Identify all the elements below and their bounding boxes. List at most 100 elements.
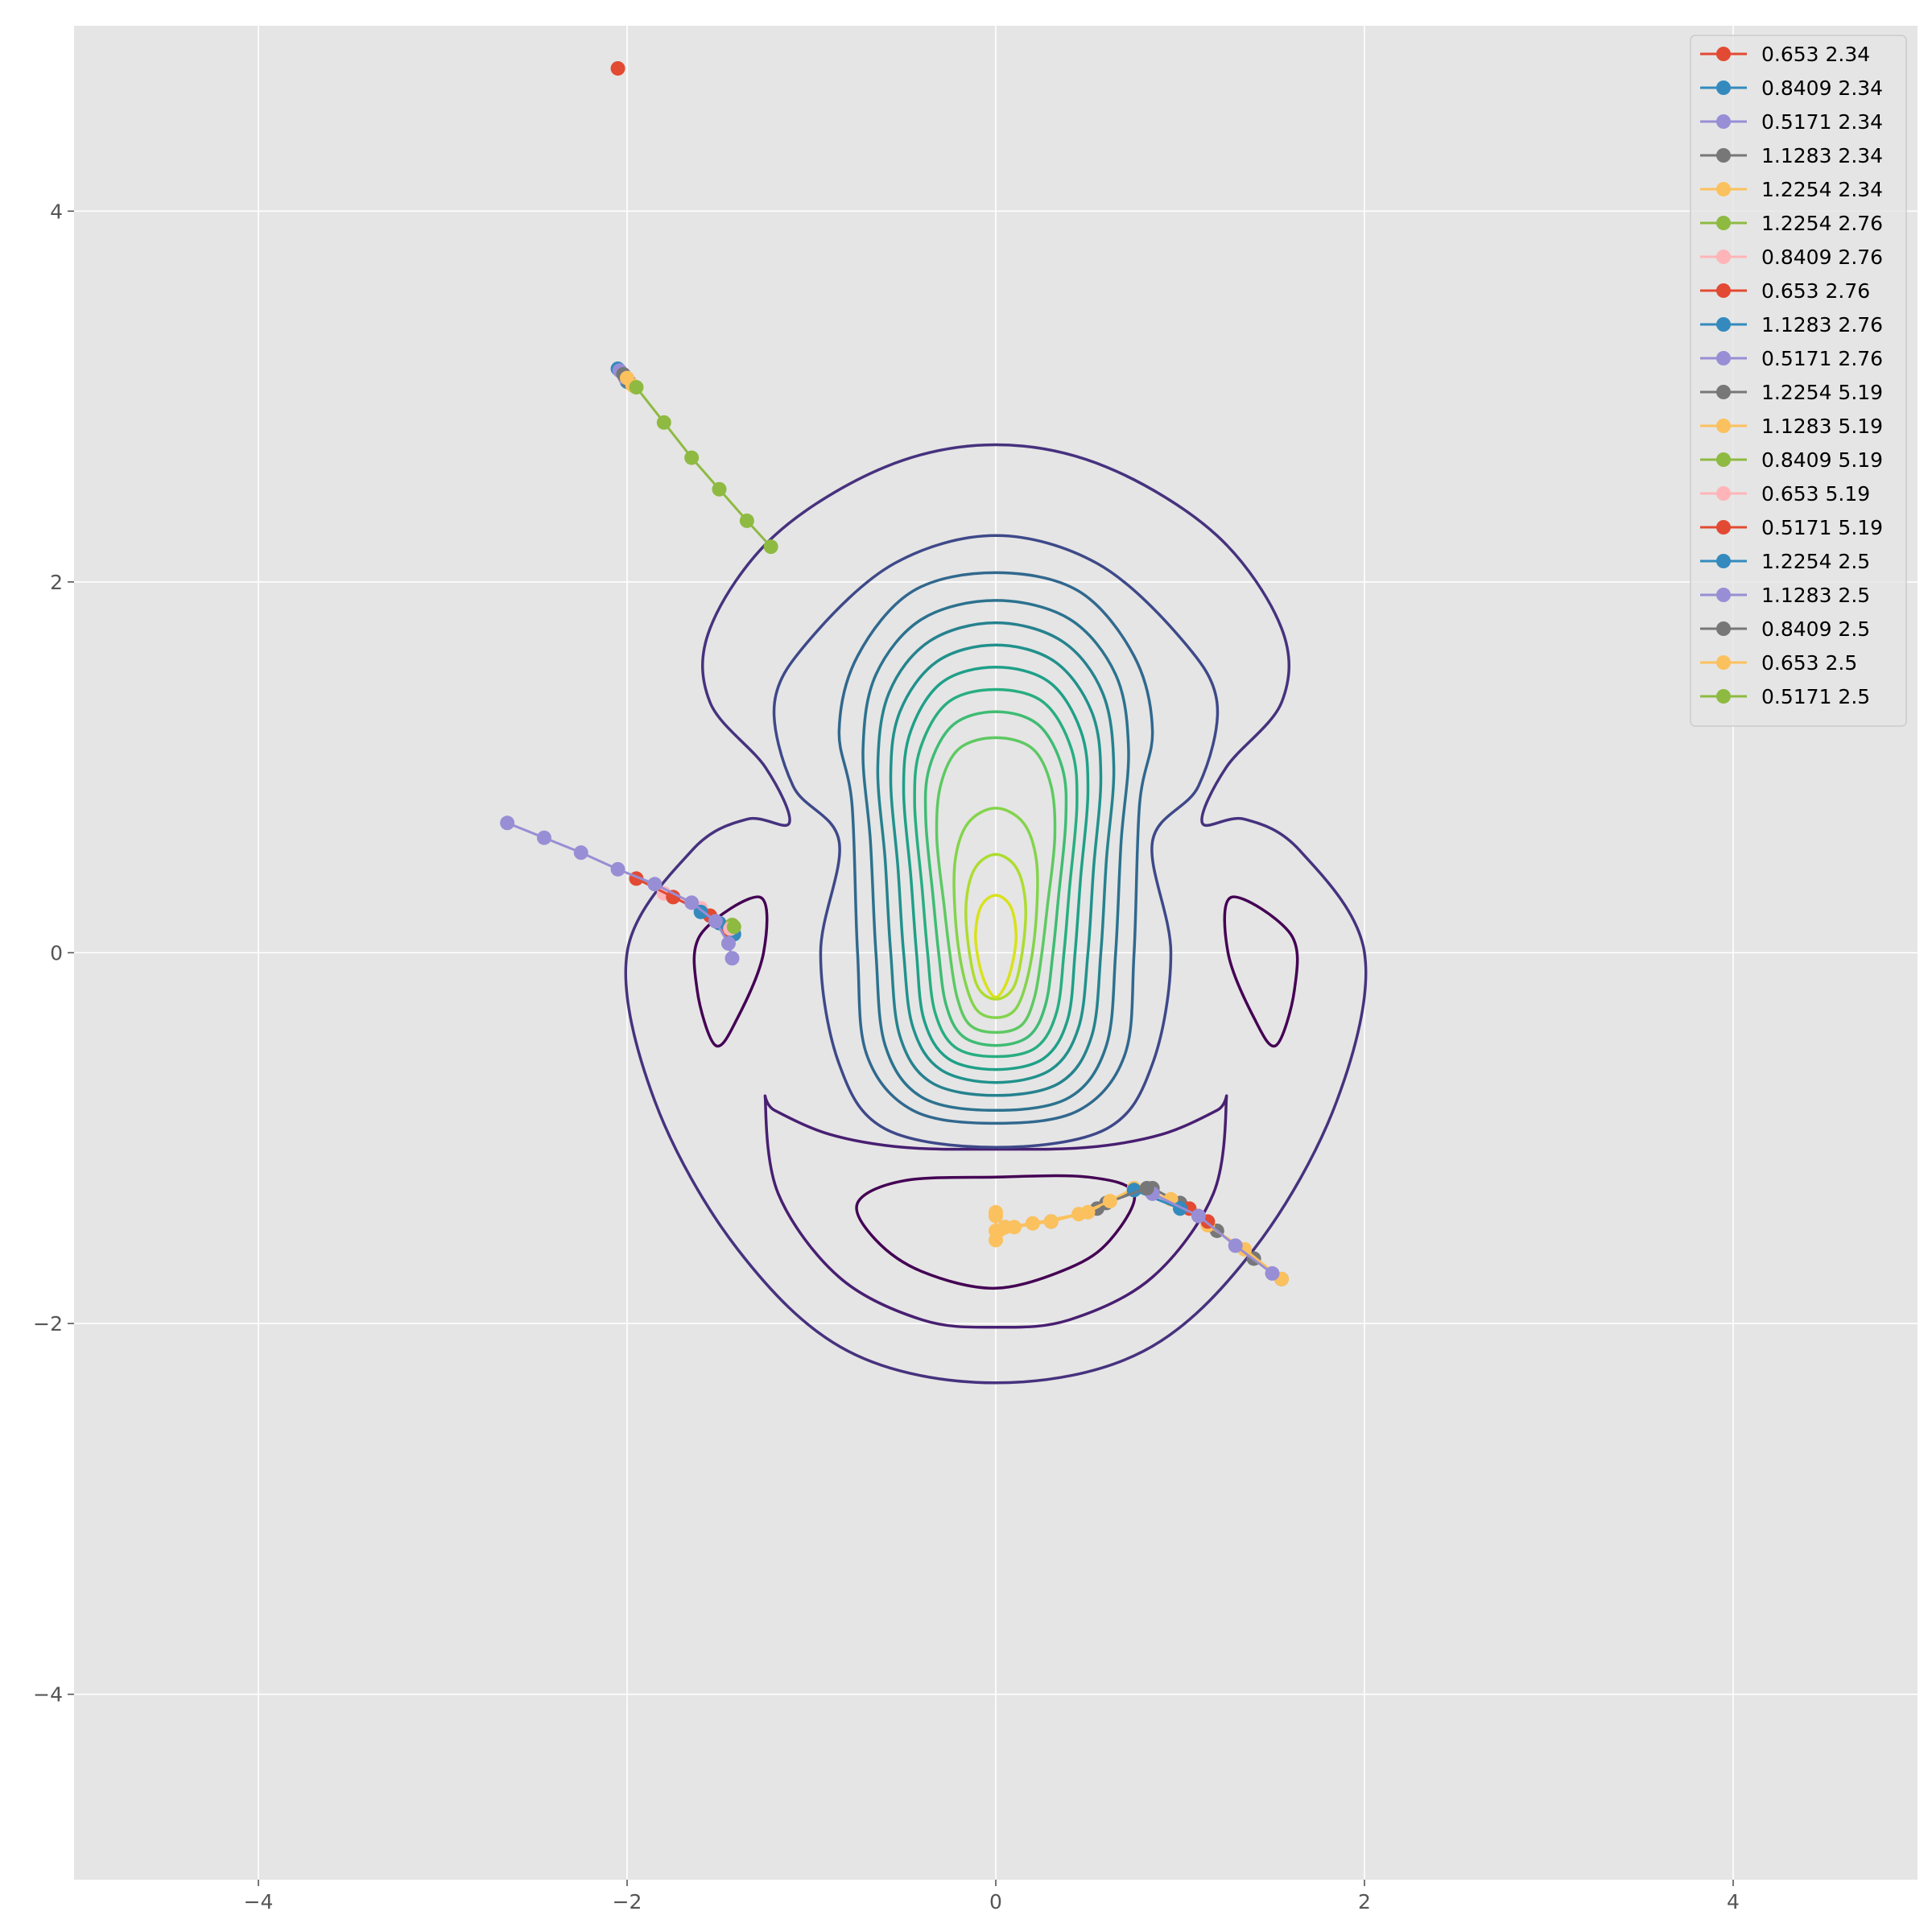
series-point-9-1	[536, 830, 551, 845]
legend-label-5: 1.2254 2.76	[1761, 212, 1883, 235]
series-point-9-5	[684, 895, 700, 910]
legend-label-14: 0.5171 5.19	[1761, 516, 1883, 539]
series-point-9-3	[610, 861, 625, 877]
legend-entry-8: 1.1283 2.76	[1700, 313, 1883, 336]
legend-entry-14: 0.5171 5.19	[1700, 516, 1883, 539]
legend-entry-13: 0.653 5.19	[1700, 482, 1870, 506]
legend-marker-17	[1716, 621, 1731, 636]
legend-marker-7	[1716, 283, 1731, 298]
series-point-18-3	[1025, 1216, 1040, 1231]
legend-marker-10	[1716, 385, 1731, 399]
legend-label-3: 1.1283 2.34	[1761, 144, 1883, 167]
y-tick-label-0: −4	[33, 1683, 63, 1707]
legend-marker-8	[1716, 317, 1731, 332]
y-tick-label-4: 4	[50, 200, 63, 223]
legend-marker-6	[1716, 250, 1731, 264]
legend-marker-5	[1716, 216, 1731, 230]
series-point-9-4	[647, 877, 663, 892]
series-point-7-1	[666, 890, 681, 905]
legend-marker-13	[1716, 486, 1731, 501]
x-tick-label-2: 0	[989, 1890, 1002, 1913]
series-point-17-1	[1139, 1180, 1154, 1195]
legend-marker-3	[1716, 148, 1731, 163]
series-16	[1145, 1186, 1280, 1281]
legend-entry-10: 1.2254 5.19	[1700, 381, 1883, 404]
legend-marker-14	[1716, 520, 1731, 535]
series-point-18-5	[1102, 1194, 1117, 1209]
series-point-5-2	[684, 450, 700, 465]
legend-entry-11: 1.1283 5.19	[1700, 415, 1883, 438]
x-axis-ticks: −4 −2 0 2 4	[244, 1880, 1740, 1913]
legend-marker-18	[1716, 655, 1731, 670]
legend-entry-3: 1.1283 2.34	[1700, 144, 1883, 167]
contour-line-0	[624, 443, 1368, 1385]
contour-line-15	[964, 852, 1027, 1001]
contour-line-8	[876, 621, 1116, 1097]
series-point-16-1	[1191, 1208, 1206, 1224]
y-tick-label-3: 2	[50, 571, 63, 594]
y-tick-label-2: 0	[50, 942, 63, 965]
legend-marker-9	[1716, 351, 1731, 365]
legend-marker-4	[1716, 182, 1731, 196]
series-0	[610, 60, 625, 76]
series-point-5-1	[656, 415, 671, 430]
legend-entry-6: 0.8409 2.76	[1700, 246, 1883, 269]
series-point-5-3	[712, 481, 727, 497]
series-point-16-2	[1228, 1238, 1243, 1253]
contour-line-16	[974, 894, 1018, 999]
legend-entry-1: 0.8409 2.34	[1700, 76, 1883, 100]
legend-label-18: 0.653 2.5	[1761, 651, 1857, 675]
legend-label-11: 1.1283 5.19	[1761, 415, 1883, 438]
contour-line-1	[1223, 895, 1299, 1048]
legend-label-0: 0.653 2.34	[1761, 43, 1870, 66]
legend-entry-0: 0.653 2.34	[1700, 43, 1870, 66]
series-point-18-0	[989, 1208, 1003, 1224]
legend-label-12: 0.8409 5.19	[1761, 448, 1883, 472]
legend-label-2: 0.5171 2.34	[1761, 110, 1883, 134]
legend-entry-15: 1.2254 2.5	[1700, 550, 1870, 573]
x-tick-label-4: 4	[1727, 1890, 1740, 1913]
legend-marker-16	[1716, 588, 1731, 602]
series-point-5-5	[763, 539, 778, 555]
legend-entry-2: 0.5171 2.34	[1700, 110, 1883, 134]
contour-line-7	[861, 599, 1130, 1113]
series-line-16	[1151, 1192, 1274, 1275]
legend-marker-11	[1716, 419, 1731, 433]
series-point-9-7	[720, 935, 736, 951]
legend-label-17: 0.8409 2.5	[1761, 617, 1870, 641]
series-5	[629, 380, 778, 555]
legend-label-16: 1.1283 2.5	[1761, 584, 1870, 607]
x-tick-label-1: −2	[613, 1890, 642, 1913]
x-tick-label-0: −4	[244, 1890, 274, 1913]
series-9	[500, 815, 740, 966]
contour-line-13	[935, 736, 1057, 1034]
contour-line-2	[692, 895, 769, 1048]
series-point-5-0	[629, 380, 644, 395]
legend-entry-4: 1.2254 2.34	[1700, 178, 1883, 201]
legend-entry-7: 0.653 2.76	[1700, 279, 1870, 303]
legend-marker-12	[1716, 452, 1731, 467]
legend-marker-19	[1716, 689, 1731, 704]
legend-label-10: 1.2254 5.19	[1761, 381, 1883, 404]
contour-line-5	[772, 534, 1220, 1150]
contour-lines	[624, 443, 1368, 1385]
legend-label-6: 0.8409 2.76	[1761, 246, 1883, 269]
legend-label-13: 0.653 5.19	[1761, 482, 1870, 506]
legend: 0.653 2.34 0.8409 2.34 0.5171 2.34 1.1283 2…	[1690, 35, 1907, 727]
series-point-9-8	[724, 951, 740, 966]
contour-line-10	[902, 666, 1090, 1071]
legend-label-7: 0.653 2.76	[1761, 279, 1870, 303]
series-point-0-0	[610, 60, 625, 76]
legend-entry-18: 0.653 2.5	[1700, 651, 1857, 675]
x-tick-label-3: 2	[1358, 1890, 1371, 1913]
legend-entry-12: 0.8409 5.19	[1700, 448, 1883, 472]
series-18	[989, 1194, 1117, 1238]
contour-line-11	[913, 687, 1079, 1059]
legend-label-9: 0.5171 2.76	[1761, 347, 1883, 370]
series-point-19-0	[726, 919, 741, 935]
legend-entry-5: 1.2254 2.76	[1700, 212, 1883, 235]
legend-marker-2	[1716, 114, 1731, 129]
legend-label-19: 0.5171 2.5	[1761, 685, 1870, 708]
contour-line-14	[952, 807, 1039, 1019]
series-19	[726, 919, 741, 935]
